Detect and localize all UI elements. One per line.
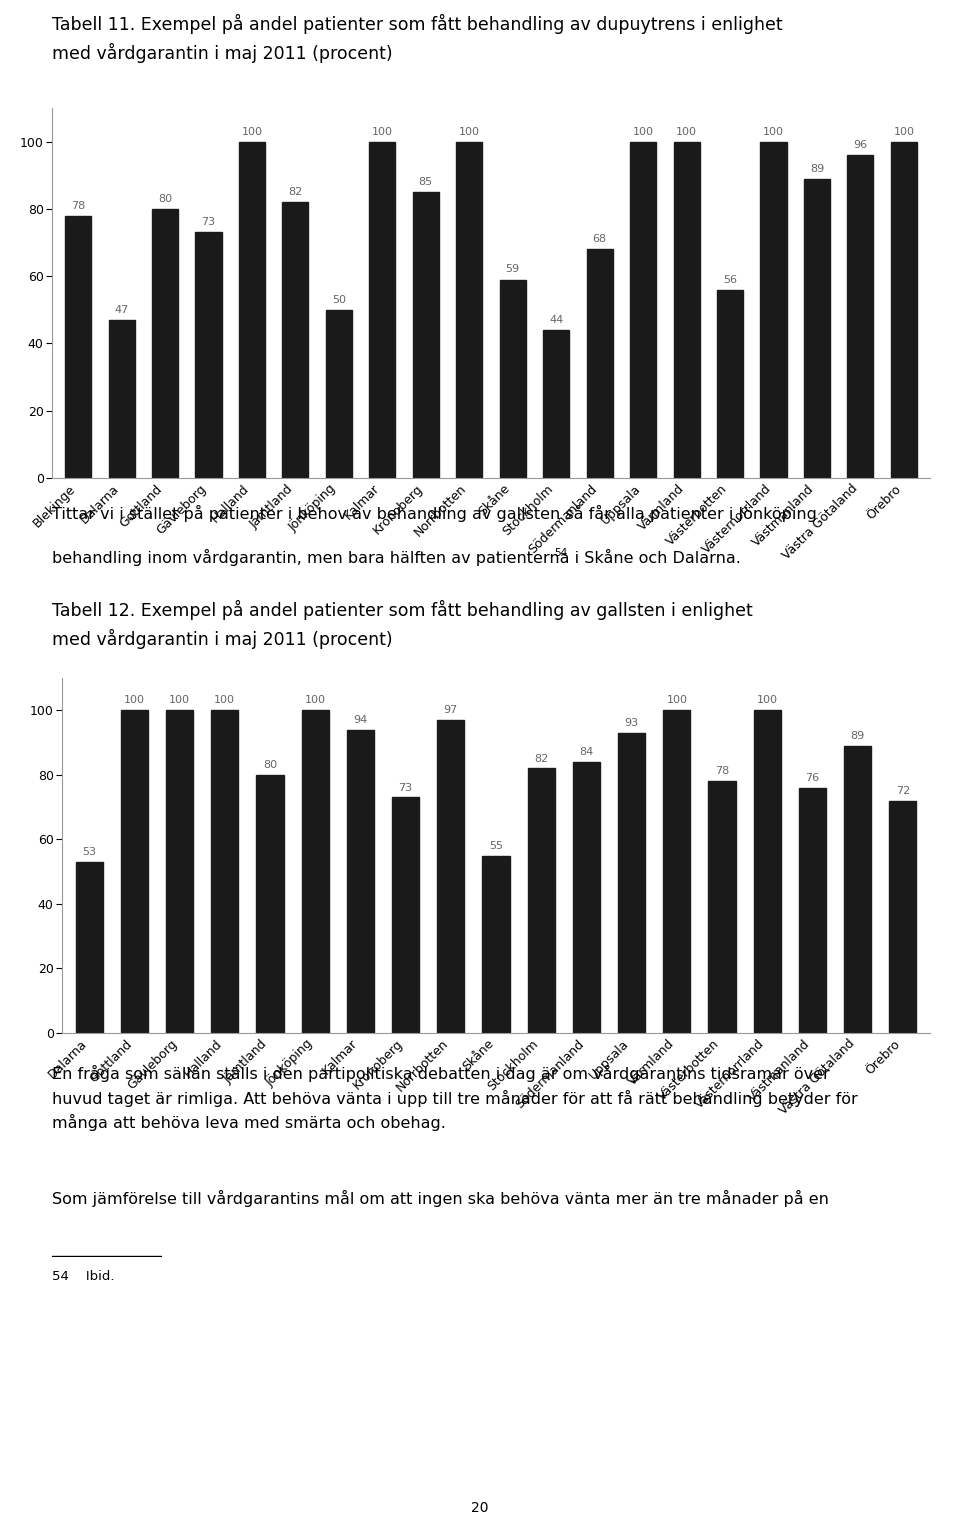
Bar <box>76 862 103 1033</box>
Bar <box>717 289 743 479</box>
Text: 100: 100 <box>304 696 325 705</box>
Text: 80: 80 <box>263 760 277 770</box>
Bar <box>891 142 917 479</box>
Bar <box>325 309 352 479</box>
Bar <box>587 249 612 479</box>
Text: 82: 82 <box>288 188 302 197</box>
Bar <box>663 711 690 1033</box>
Text: 100: 100 <box>894 126 915 137</box>
Text: Tabell 11. Exempel på andel patienter som fått behandling av dupuytrens i enligh: Tabell 11. Exempel på andel patienter so… <box>52 14 782 63</box>
Bar <box>108 320 134 479</box>
Text: 100: 100 <box>633 126 654 137</box>
Text: 94: 94 <box>353 714 368 725</box>
Bar <box>121 711 148 1033</box>
Text: 96: 96 <box>853 140 868 149</box>
Text: 59: 59 <box>506 265 519 274</box>
Text: En fråga som sällan ställs i den partipolitiska debatten i dag är om vårdgaranti: En fråga som sällan ställs i den partipo… <box>52 1065 857 1131</box>
Text: 80: 80 <box>158 194 172 203</box>
Bar <box>347 729 374 1033</box>
Text: 100: 100 <box>459 126 480 137</box>
Bar <box>754 711 780 1033</box>
Text: 20: 20 <box>471 1501 489 1514</box>
Text: Som jämförelse till vårdgarantins mål om att ingen ska behöva vänta mer än tre m: Som jämförelse till vårdgarantins mål om… <box>52 1190 828 1207</box>
Text: 55: 55 <box>489 840 503 851</box>
Bar <box>708 782 735 1033</box>
Bar <box>760 142 786 479</box>
Bar <box>239 142 265 479</box>
Bar <box>528 768 555 1033</box>
Text: 89: 89 <box>851 731 865 740</box>
Text: 72: 72 <box>896 786 910 796</box>
Bar <box>413 192 439 479</box>
Bar <box>618 733 645 1033</box>
Text: 54    Ibid.: 54 Ibid. <box>52 1270 114 1284</box>
Text: 53: 53 <box>83 846 96 857</box>
Bar <box>573 762 600 1033</box>
Text: 68: 68 <box>592 234 607 245</box>
Bar <box>256 774 283 1033</box>
Text: Tittar vi i stället på patienter i behov av behandling av gallsten så får alla p: Tittar vi i stället på patienter i behov… <box>52 505 817 522</box>
Text: 89: 89 <box>810 163 824 174</box>
Text: 50: 50 <box>332 295 346 305</box>
Text: 73: 73 <box>398 782 413 793</box>
Text: 84: 84 <box>579 746 593 757</box>
Text: 82: 82 <box>534 754 548 763</box>
Text: 100: 100 <box>214 696 235 705</box>
Bar <box>844 746 872 1033</box>
Text: 100: 100 <box>756 696 778 705</box>
Bar <box>674 142 700 479</box>
Bar <box>282 202 308 479</box>
Text: 73: 73 <box>202 217 216 228</box>
Text: 97: 97 <box>444 705 458 716</box>
Bar <box>152 209 178 479</box>
Text: 78: 78 <box>71 200 85 211</box>
Text: 93: 93 <box>625 719 638 728</box>
Text: 100: 100 <box>372 126 393 137</box>
Bar <box>500 280 526 479</box>
Bar <box>630 142 657 479</box>
Bar <box>804 179 830 479</box>
Bar <box>456 142 482 479</box>
Text: 100: 100 <box>763 126 784 137</box>
Bar <box>370 142 396 479</box>
Text: 100: 100 <box>169 696 190 705</box>
Text: 100: 100 <box>666 696 687 705</box>
Bar <box>543 329 569 479</box>
Bar <box>799 788 826 1033</box>
Bar <box>211 711 238 1033</box>
Bar <box>848 155 874 479</box>
Text: 76: 76 <box>805 773 820 783</box>
Bar <box>889 800 917 1033</box>
Text: 85: 85 <box>419 177 433 188</box>
Bar <box>196 232 222 479</box>
Text: 100: 100 <box>676 126 697 137</box>
Text: 100: 100 <box>242 126 262 137</box>
Text: 54: 54 <box>554 548 567 559</box>
Text: 47: 47 <box>114 305 129 315</box>
Bar <box>301 711 328 1033</box>
Bar <box>392 797 420 1033</box>
Text: 100: 100 <box>124 696 145 705</box>
Bar <box>166 711 193 1033</box>
Text: behandling inom vårdgarantin, men bara hälften av patienterna i Skåne och Dalarn: behandling inom vårdgarantin, men bara h… <box>52 548 741 565</box>
Bar <box>483 856 510 1033</box>
Text: Tabell 12. Exempel på andel patienter som fått behandling av gallsten i enlighet: Tabell 12. Exempel på andel patienter so… <box>52 600 753 649</box>
Text: 78: 78 <box>715 766 730 777</box>
Text: 56: 56 <box>723 274 737 285</box>
Text: 44: 44 <box>549 315 564 325</box>
Bar <box>437 720 465 1033</box>
Bar <box>65 215 91 479</box>
